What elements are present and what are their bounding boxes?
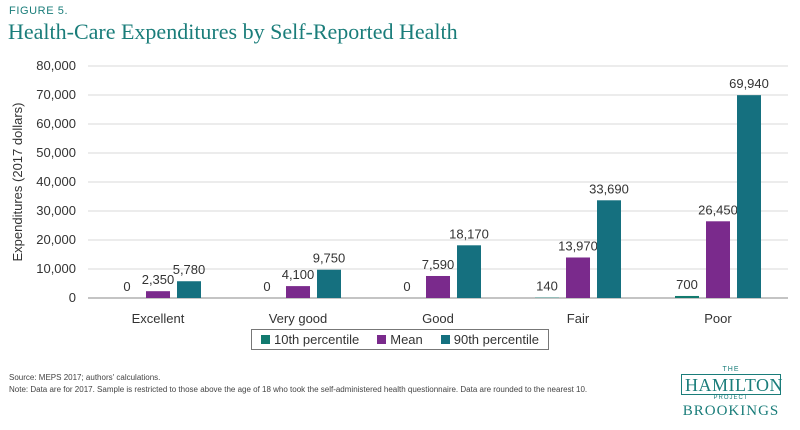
- y-tick-label: 80,000: [36, 58, 76, 73]
- x-tick-label: Fair: [567, 311, 590, 326]
- logo-brookings-text: BROOKINGS: [682, 403, 780, 419]
- x-tick-label: Poor: [704, 311, 732, 326]
- logo-the-text: THE: [722, 366, 740, 373]
- y-tick-label: 60,000: [36, 116, 76, 131]
- legend-item: 90th percentile: [440, 332, 540, 347]
- bar: [177, 281, 201, 298]
- data-label: 0: [263, 279, 270, 294]
- y-tick-label: 40,000: [36, 174, 76, 189]
- bar: [675, 295, 699, 298]
- data-label: 18,170: [449, 226, 489, 241]
- legend-label: 10th percentile: [273, 332, 360, 347]
- notes: Source: MEPS 2017; authors' calculations…: [9, 372, 587, 396]
- legend-item: 10th percentile: [260, 332, 360, 347]
- y-tick-label: 0: [69, 290, 76, 305]
- data-label: 33,690: [589, 181, 629, 196]
- bar: [597, 200, 621, 298]
- x-tick-label: Very good: [269, 311, 328, 326]
- bar: [566, 257, 590, 298]
- chart-legend: 10th percentile Mean 90th percentile: [251, 329, 549, 350]
- y-tick-label: 20,000: [36, 232, 76, 247]
- bar: [317, 269, 341, 298]
- legend-label: Mean: [390, 332, 423, 347]
- data-label: 7,590: [422, 257, 455, 272]
- data-note: Note: Data are for 2017. Sample is restr…: [9, 385, 588, 394]
- y-tick-label: 30,000: [36, 203, 76, 218]
- data-label: 69,940: [729, 76, 769, 91]
- bar: [146, 291, 170, 298]
- bar: [286, 286, 310, 298]
- data-label: 26,450: [698, 202, 738, 217]
- legend-label: 90th percentile: [453, 332, 540, 347]
- figure-label: FIGURE 5.: [9, 5, 69, 17]
- legend-swatch: [260, 335, 270, 344]
- y-tick-label: 70,000: [36, 87, 76, 102]
- legend-item: Mean: [377, 332, 423, 347]
- bar: [426, 275, 450, 298]
- hamilton-brookings-logo: THE HAMILTON PROJECT BROOKINGS: [676, 366, 786, 420]
- y-tick-label: 50,000: [36, 145, 76, 160]
- legend-swatch: [377, 335, 387, 344]
- x-tick-label: Good: [422, 311, 454, 326]
- data-label: 0: [403, 279, 410, 294]
- bar: [737, 95, 761, 298]
- x-tick-label: Excellent: [132, 311, 185, 326]
- chart-title: Health-Care Expenditures by Self-Reporte…: [8, 19, 458, 44]
- data-label: 700: [676, 277, 698, 292]
- y-axis-label: Expenditures (2017 dollars): [10, 103, 25, 262]
- data-label: 2,350: [142, 272, 175, 287]
- logo-project-text: PROJECT: [713, 395, 749, 401]
- logo-hamilton-text: HAMILTON: [681, 374, 783, 395]
- source-note: Source: MEPS 2017; authors' calculations…: [9, 373, 161, 382]
- y-tick-label: 10,000: [36, 261, 76, 276]
- bar: [457, 245, 481, 298]
- data-label: 9,750: [313, 251, 346, 266]
- data-label: 4,100: [282, 267, 315, 282]
- legend-swatch: [440, 335, 450, 344]
- data-label: 140: [536, 279, 558, 294]
- bar: [706, 221, 730, 298]
- data-label: 5,780: [173, 262, 206, 277]
- data-label: 13,970: [558, 238, 598, 253]
- data-label: 0: [123, 279, 130, 294]
